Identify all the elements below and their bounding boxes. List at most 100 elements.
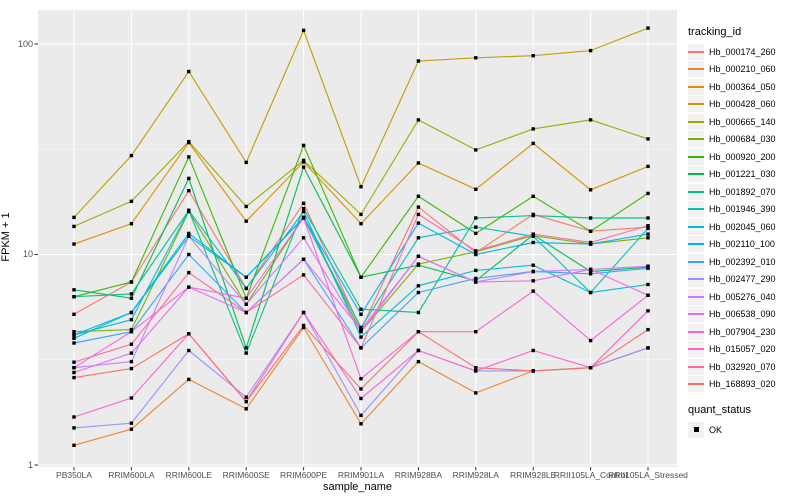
data-point — [129, 351, 134, 355]
legend-key-line-icon — [688, 288, 704, 305]
data-point — [72, 370, 76, 375]
data-point — [72, 333, 76, 337]
data-point — [588, 240, 593, 245]
data-point — [72, 443, 76, 447]
data-point — [301, 209, 306, 214]
data-point — [416, 348, 421, 353]
data-point — [416, 221, 421, 225]
data-point — [359, 325, 363, 330]
legend: tracking_id Hb_000174_260 Hb_000210_060 Hb… — [688, 26, 798, 439]
legend-label: Hb_000210_060 — [709, 64, 776, 75]
legend-entry: Hb_015057_020 — [688, 341, 798, 359]
legend-entry: Hb_005276_040 — [688, 288, 798, 306]
data-point — [646, 327, 650, 332]
legend-key-line-icon — [688, 148, 704, 165]
legend-color-line — [688, 225, 704, 228]
x-tick-label: RRIM928LA — [452, 470, 499, 480]
data-point — [72, 215, 76, 220]
legend-color-line — [688, 208, 704, 211]
data-point — [588, 366, 593, 370]
legend-key-line-icon — [688, 253, 704, 270]
data-point — [474, 366, 478, 370]
data-point — [72, 288, 76, 292]
data-point — [474, 330, 478, 334]
data-point — [301, 323, 306, 328]
data-point — [359, 275, 363, 279]
legend-color-line — [688, 103, 704, 106]
y-tick-label: 1 — [27, 459, 33, 470]
data-point — [129, 153, 134, 158]
x-tick-label: RRIM600LA — [108, 470, 155, 480]
data-point — [72, 295, 76, 299]
data-point — [359, 396, 363, 401]
data-point — [588, 216, 593, 220]
data-point — [129, 342, 134, 346]
data-point — [474, 187, 478, 191]
data-point — [244, 395, 248, 399]
data-point — [72, 415, 76, 419]
data-point — [646, 226, 650, 231]
data-point — [416, 290, 421, 295]
data-point — [129, 310, 134, 315]
data-point — [187, 189, 191, 193]
data-point — [531, 127, 535, 131]
y-tick-label: 100 — [17, 38, 33, 49]
data-point — [301, 158, 306, 163]
legend-label: Hb_007904_230 — [709, 326, 776, 337]
data-point — [244, 302, 248, 306]
data-point — [646, 164, 650, 169]
legend-label: Hb_000364_050 — [709, 81, 776, 92]
quant-status-legend: quant_status OK — [688, 404, 798, 439]
data-point — [531, 263, 535, 267]
legend-color-line — [688, 68, 704, 71]
x-tick-label: PB350LA — [56, 470, 92, 480]
x-tick-label: RRIM928BA — [394, 470, 443, 480]
data-point — [646, 232, 650, 236]
data-point — [301, 143, 306, 148]
data-point — [187, 155, 191, 159]
data-point — [474, 276, 478, 281]
legend-label: Hb_000684_030 — [709, 134, 776, 145]
data-point — [416, 59, 421, 63]
legend-entry: Hb_000174_260 — [688, 43, 798, 61]
legend-color-line — [688, 278, 704, 281]
legend-key-line-icon — [688, 61, 704, 78]
y-axis-title: FPKM + 1 — [0, 212, 12, 262]
legend-label: Hb_002392_010 — [709, 256, 776, 267]
legend-entry: Hb_001946_390 — [688, 201, 798, 219]
data-point — [301, 310, 306, 315]
data-point — [531, 54, 535, 58]
data-point — [72, 312, 76, 316]
legend-key-line-icon — [688, 78, 704, 95]
data-point — [359, 222, 363, 226]
data-point — [359, 335, 363, 339]
legend-entry: Hb_000210_060 — [688, 61, 798, 79]
legend-entry: Hb_006538_090 — [688, 306, 798, 324]
data-point — [187, 234, 191, 238]
data-point — [244, 160, 248, 165]
data-point — [72, 224, 76, 229]
data-point — [531, 279, 535, 283]
data-point — [72, 330, 76, 334]
data-point — [359, 346, 363, 350]
data-point — [474, 280, 478, 284]
legend-label: Hb_000174_260 — [709, 46, 776, 57]
x-tick-label: RRIM600SE — [222, 470, 270, 480]
legend-key-line-icon — [688, 323, 704, 340]
legend-label: Hb_032920_070 — [709, 361, 776, 372]
data-point — [646, 224, 650, 228]
data-point — [646, 137, 650, 141]
data-point — [588, 118, 593, 122]
data-point — [187, 231, 191, 236]
legend-label: Hb_001946_390 — [709, 204, 776, 215]
data-point — [531, 289, 535, 293]
legend-label: Hb_000665_140 — [709, 116, 776, 127]
legend-color-line — [688, 190, 704, 193]
data-point — [129, 199, 134, 203]
data-point — [244, 204, 248, 209]
data-point — [72, 336, 76, 340]
data-point — [416, 284, 421, 288]
data-point — [474, 249, 478, 253]
data-point — [359, 312, 363, 316]
legend-key-line-icon — [688, 271, 704, 288]
